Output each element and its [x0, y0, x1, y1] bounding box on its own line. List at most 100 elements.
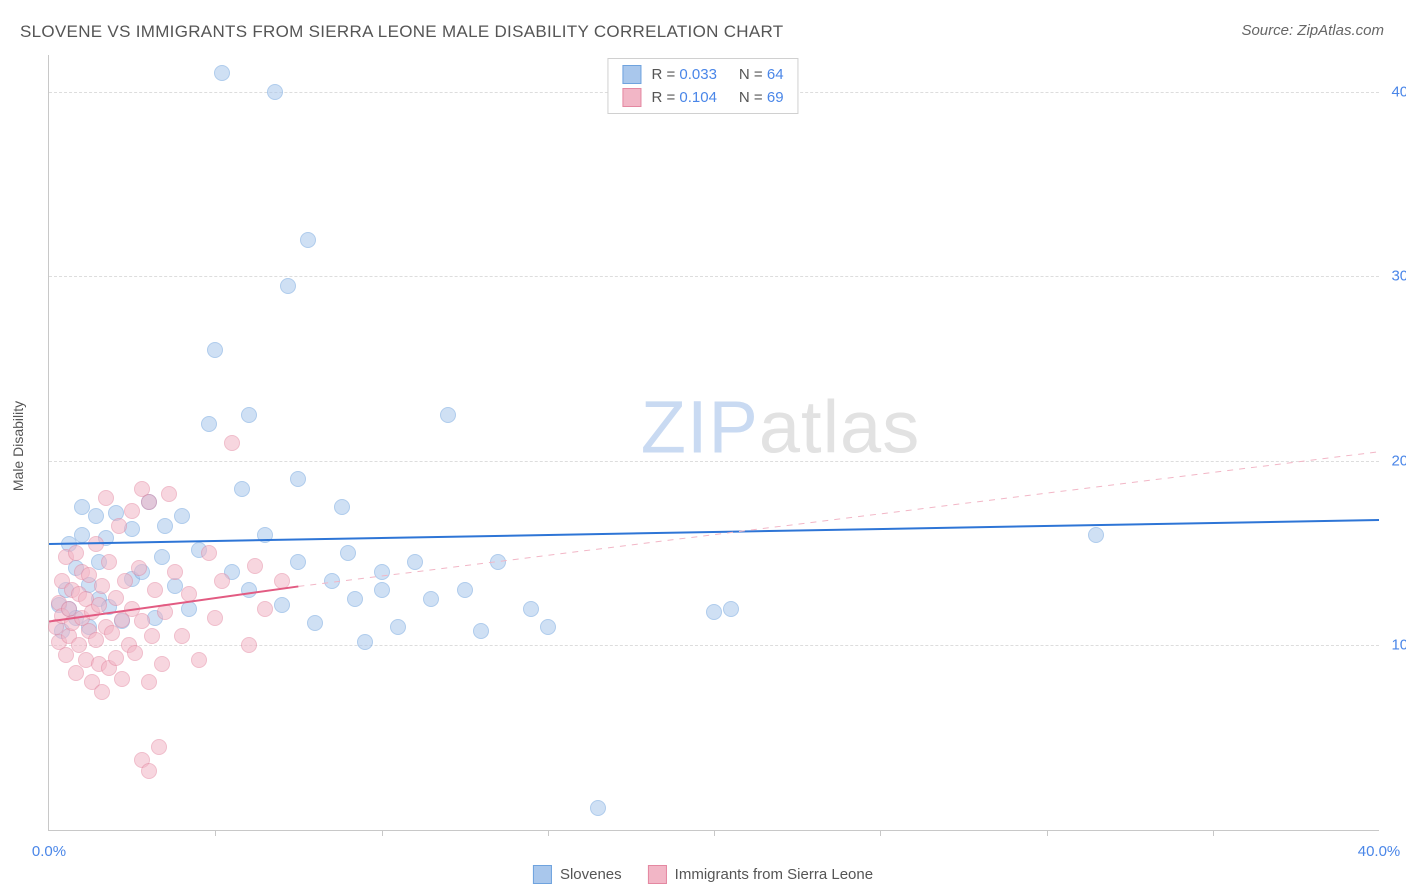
scatter-point	[590, 800, 606, 816]
legend-swatch	[622, 88, 641, 107]
x-tick	[1047, 830, 1048, 836]
scatter-point	[191, 652, 207, 668]
scatter-point	[167, 564, 183, 580]
scatter-point	[247, 558, 263, 574]
scatter-point	[374, 564, 390, 580]
scatter-point	[274, 597, 290, 613]
scatter-point	[290, 554, 306, 570]
scatter-point	[68, 665, 84, 681]
plot-area: ZIPatlas 10.0%20.0%30.0%40.0%0.0%40.0%	[48, 55, 1379, 831]
scatter-point	[307, 615, 323, 631]
x-tick-label: 40.0%	[1358, 843, 1401, 860]
scatter-point	[214, 573, 230, 589]
scatter-point	[127, 645, 143, 661]
scatter-point	[88, 508, 104, 524]
scatter-point	[241, 582, 257, 598]
legend-bottom-item: Slovenes	[533, 865, 622, 884]
legend-r-label: R = 0.104	[651, 89, 716, 106]
legend-r-label: R = 0.033	[651, 66, 716, 83]
legend-n-label: N = 69	[739, 89, 784, 106]
scatter-point	[174, 508, 190, 524]
scatter-point	[201, 545, 217, 561]
scatter-point	[131, 560, 147, 576]
legend-swatch	[533, 865, 552, 884]
scatter-point	[157, 604, 173, 620]
scatter-point	[324, 573, 340, 589]
chart-source: Source: ZipAtlas.com	[1241, 22, 1384, 39]
scatter-point	[347, 591, 363, 607]
scatter-point	[390, 619, 406, 635]
scatter-point	[141, 763, 157, 779]
scatter-point	[241, 407, 257, 423]
chart-title: SLOVENE VS IMMIGRANTS FROM SIERRA LEONE …	[20, 22, 783, 42]
scatter-point	[423, 591, 439, 607]
scatter-point	[234, 481, 250, 497]
scatter-point	[68, 545, 84, 561]
scatter-point	[141, 494, 157, 510]
scatter-point	[290, 471, 306, 487]
scatter-point	[108, 650, 124, 666]
scatter-point	[91, 597, 107, 613]
y-tick-label: 30.0%	[1384, 268, 1406, 285]
y-tick-label: 20.0%	[1384, 452, 1406, 469]
legend-top-row: R = 0.033 N = 64	[622, 65, 783, 84]
scatter-point	[154, 549, 170, 565]
scatter-point	[101, 554, 117, 570]
scatter-point	[144, 628, 160, 644]
legend-swatch	[648, 865, 667, 884]
x-tick-label: 0.0%	[32, 843, 66, 860]
x-tick	[548, 830, 549, 836]
scatter-point	[374, 582, 390, 598]
x-tick	[714, 830, 715, 836]
scatter-point	[94, 578, 110, 594]
legend-bottom-label: Immigrants from Sierra Leone	[675, 866, 873, 883]
legend-top: R = 0.033 N = 64 R = 0.104 N = 69	[607, 58, 798, 114]
scatter-point	[473, 623, 489, 639]
scatter-point	[134, 613, 150, 629]
scatter-point	[154, 656, 170, 672]
scatter-point	[340, 545, 356, 561]
scatter-point	[207, 342, 223, 358]
x-tick	[880, 830, 881, 836]
scatter-point	[257, 601, 273, 617]
scatter-point	[201, 416, 217, 432]
scatter-point	[81, 567, 97, 583]
legend-n-label: N = 64	[739, 66, 784, 83]
scatter-container	[49, 55, 1379, 830]
scatter-point	[457, 582, 473, 598]
x-tick	[1213, 830, 1214, 836]
y-axis-label: Male Disability	[10, 401, 26, 491]
legend-bottom-item: Immigrants from Sierra Leone	[648, 865, 873, 884]
scatter-point	[706, 604, 722, 620]
scatter-point	[111, 518, 127, 534]
x-tick	[382, 830, 383, 836]
scatter-point	[88, 632, 104, 648]
scatter-point	[181, 586, 197, 602]
scatter-point	[124, 503, 140, 519]
scatter-point	[117, 573, 133, 589]
scatter-point	[104, 625, 120, 641]
scatter-point	[147, 582, 163, 598]
scatter-point	[267, 84, 283, 100]
scatter-point	[1088, 527, 1104, 543]
legend-top-row: R = 0.104 N = 69	[622, 88, 783, 107]
scatter-point	[540, 619, 556, 635]
scatter-point	[241, 637, 257, 653]
scatter-point	[88, 536, 104, 552]
scatter-point	[407, 554, 423, 570]
scatter-point	[71, 637, 87, 653]
y-tick-label: 40.0%	[1384, 83, 1406, 100]
scatter-point	[274, 573, 290, 589]
y-tick-label: 10.0%	[1384, 637, 1406, 654]
scatter-point	[490, 554, 506, 570]
scatter-point	[174, 628, 190, 644]
scatter-point	[108, 590, 124, 606]
scatter-point	[224, 435, 240, 451]
scatter-point	[151, 739, 167, 755]
scatter-point	[357, 634, 373, 650]
scatter-point	[141, 674, 157, 690]
scatter-point	[157, 518, 173, 534]
scatter-point	[214, 65, 230, 81]
legend-swatch	[622, 65, 641, 84]
legend-bottom-label: Slovenes	[560, 866, 622, 883]
